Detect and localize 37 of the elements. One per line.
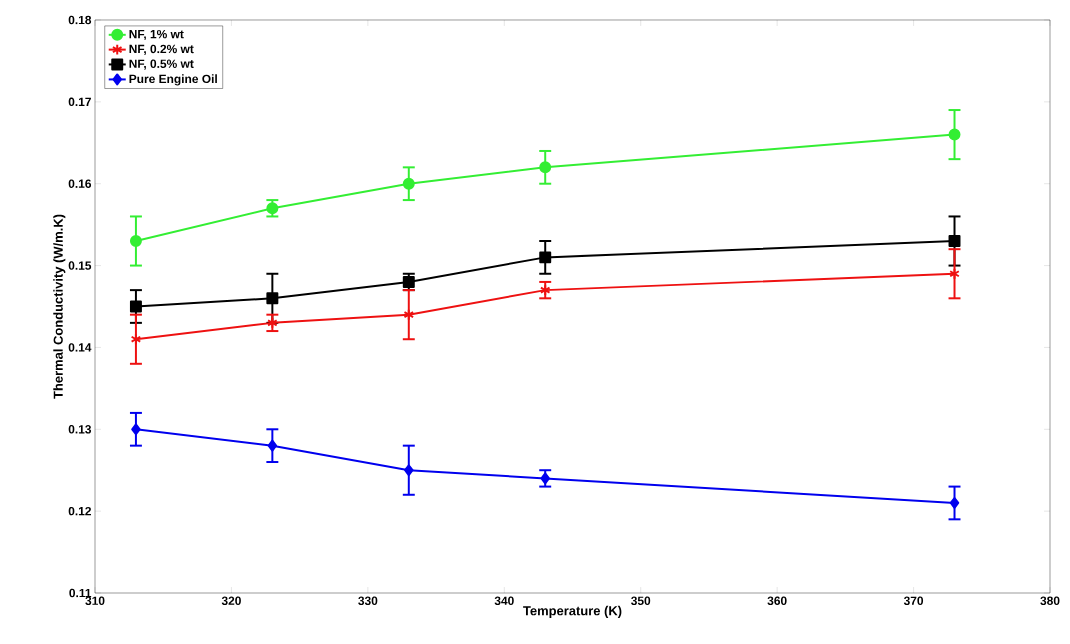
y-tick-label: 0.18	[68, 15, 92, 25]
y-tick-label: 0.11	[69, 588, 92, 598]
y-tick-label: 0.17	[68, 97, 91, 107]
point	[266, 292, 279, 305]
x-axis-title: Temperature (K)	[523, 605, 622, 618]
point	[403, 308, 415, 321]
y-tick-label: 0.12	[68, 506, 91, 516]
x-tick-label: 350	[631, 596, 651, 606]
legend-label: Pure Engine Oil	[129, 74, 217, 86]
point	[129, 235, 142, 247]
x-tick-label: 310	[85, 596, 105, 606]
point	[402, 177, 415, 190]
x-tick-label: 340	[494, 596, 514, 606]
x-tick-label: 330	[358, 596, 378, 606]
y-tick-label: 0.13	[68, 425, 92, 434]
y-axis-title: Thermal Conductivity (W/m.K)	[53, 214, 66, 399]
y-tick-label: 0.15	[68, 261, 92, 270]
point	[949, 267, 960, 280]
x-tick-label: 370	[903, 596, 924, 606]
legend-label: NF, 1% wt	[129, 29, 184, 41]
point	[949, 496, 960, 509]
point	[948, 235, 961, 247]
x-tick-label: 360	[767, 596, 787, 606]
point	[404, 464, 414, 477]
point	[402, 275, 415, 288]
legend-label: NF, 0.2% wt	[129, 44, 194, 55]
point	[129, 300, 142, 313]
x-tick-label: 320	[221, 596, 241, 606]
point	[131, 423, 141, 436]
y-tick-label: 0.16	[68, 179, 92, 188]
y-tick-label: 0.14	[68, 343, 92, 352]
point	[539, 161, 552, 174]
point	[267, 439, 278, 452]
legend-label: NF, 0.5% wt	[129, 59, 194, 70]
point	[948, 128, 961, 141]
x-tick-label: 380	[1040, 596, 1060, 606]
point	[539, 251, 552, 264]
